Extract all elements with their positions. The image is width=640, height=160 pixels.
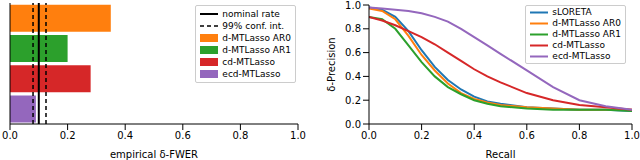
svg-text:δ-Precision: δ-Precision [326, 37, 337, 91]
svg-text:0.0: 0.0 [345, 119, 361, 130]
svg-text:0.4: 0.4 [466, 130, 482, 141]
svg-text:0.2: 0.2 [414, 130, 430, 141]
html-text:nominal rate: nominal rate [222, 9, 280, 19]
svg-text:0.6: 0.6 [345, 47, 361, 58]
html-text:sLORETA: sLORETA [552, 7, 592, 17]
svg-text:0.2: 0.2 [60, 130, 76, 141]
svg-text:0.0: 0.0 [8, 130, 18, 141]
svg-text:empirical δ-FWER: empirical δ-FWER [110, 149, 198, 160]
html-text:ecd-MTLasso: ecd-MTLasso [552, 51, 611, 61]
svg-text:1.0: 1.0 [290, 130, 306, 141]
html-text:d-MTLasso AR1: d-MTLasso AR1 [552, 29, 621, 39]
html-text:d-MTLasso AR1: d-MTLasso AR1 [222, 45, 291, 55]
svg-text:1.0: 1.0 [345, 0, 361, 11]
html-text:d-MTLasso AR0: d-MTLasso AR0 [222, 33, 291, 43]
svg-text:0.4: 0.4 [345, 71, 361, 82]
svg-text:0.6: 0.6 [175, 130, 191, 141]
svg-text:0.0: 0.0 [361, 130, 377, 141]
html-text:cd-MTLasso: cd-MTLasso [222, 57, 275, 67]
svg-text:0.8: 0.8 [571, 130, 587, 141]
svg-text:Recall: Recall [486, 149, 516, 160]
html-text:cd-MTLasso: cd-MTLasso [552, 40, 605, 50]
svg-text:0.6: 0.6 [519, 130, 535, 141]
html-text:99% conf. int.: 99% conf. int. [222, 21, 285, 31]
svg-text:0.8: 0.8 [345, 23, 361, 34]
html-text:ecd-MTLasso: ecd-MTLasso [222, 69, 281, 79]
svg-text:0.8: 0.8 [232, 130, 248, 141]
html-text:d-MTLasso AR0: d-MTLasso AR0 [552, 18, 621, 28]
svg-text:1.0: 1.0 [624, 130, 632, 141]
svg-text:0.4: 0.4 [117, 130, 133, 141]
svg-text:0.2: 0.2 [345, 95, 361, 106]
